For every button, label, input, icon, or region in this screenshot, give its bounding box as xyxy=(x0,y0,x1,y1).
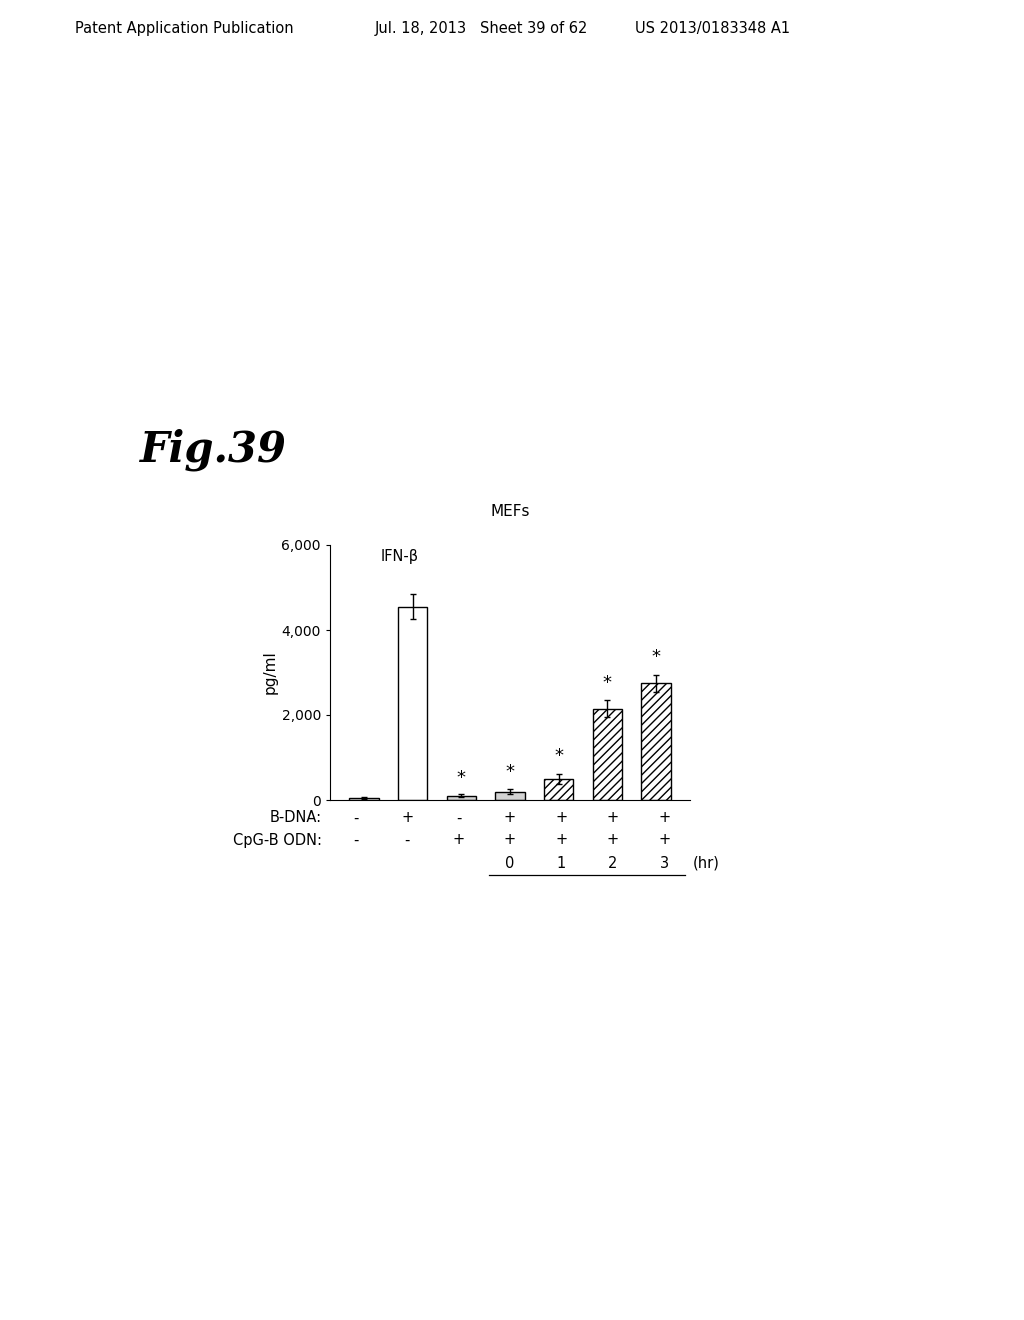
Bar xyxy=(593,709,622,800)
Text: *: * xyxy=(554,747,563,766)
Bar xyxy=(349,797,379,800)
Text: -: - xyxy=(353,833,358,847)
Text: 3: 3 xyxy=(659,855,669,870)
Text: Patent Application Publication: Patent Application Publication xyxy=(75,21,294,36)
Text: -: - xyxy=(353,810,358,825)
Y-axis label: pg/ml: pg/ml xyxy=(262,651,278,694)
Text: IFN-β: IFN-β xyxy=(381,549,419,564)
Text: +: + xyxy=(453,833,465,847)
Text: MEFs: MEFs xyxy=(490,504,529,520)
Text: +: + xyxy=(555,810,567,825)
Text: 0: 0 xyxy=(505,855,515,870)
Text: Fig.39: Fig.39 xyxy=(140,429,287,471)
Text: +: + xyxy=(401,810,414,825)
Text: B-DNA:: B-DNA: xyxy=(270,810,322,825)
Text: CpG-B ODN:: CpG-B ODN: xyxy=(233,833,322,847)
Text: +: + xyxy=(658,810,671,825)
Text: *: * xyxy=(506,763,514,781)
Text: Jul. 18, 2013   Sheet 39 of 62: Jul. 18, 2013 Sheet 39 of 62 xyxy=(375,21,589,36)
Text: -: - xyxy=(456,810,461,825)
Bar xyxy=(446,796,476,800)
Text: (hr): (hr) xyxy=(692,855,720,870)
Text: +: + xyxy=(504,810,516,825)
Text: *: * xyxy=(603,673,611,692)
Text: +: + xyxy=(504,833,516,847)
Text: US 2013/0183348 A1: US 2013/0183348 A1 xyxy=(635,21,791,36)
Bar xyxy=(398,607,427,800)
Text: +: + xyxy=(555,833,567,847)
Text: *: * xyxy=(457,768,466,787)
Bar xyxy=(496,792,524,800)
Bar xyxy=(641,684,671,800)
Bar xyxy=(544,779,573,800)
Text: 2: 2 xyxy=(608,855,617,870)
Text: +: + xyxy=(607,810,618,825)
Text: +: + xyxy=(607,833,618,847)
Text: *: * xyxy=(651,648,660,667)
Text: -: - xyxy=(404,833,410,847)
Text: 1: 1 xyxy=(557,855,566,870)
Text: +: + xyxy=(658,833,671,847)
